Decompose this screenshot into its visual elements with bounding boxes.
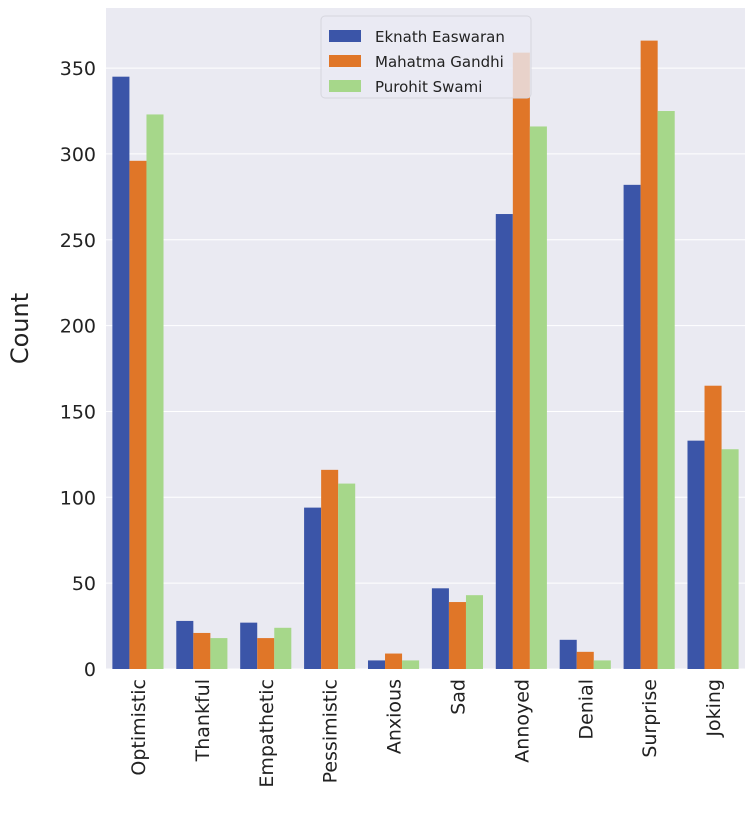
x-tick-label: Empathetic (256, 679, 278, 788)
bar-anxious-eknath-easwaran (367, 660, 386, 669)
x-tick-label: Anxious (384, 679, 406, 754)
x-tick-label: Thankful (192, 679, 214, 762)
x-tick-label: Joking (703, 679, 725, 738)
bar-anxious-purohit-swami (402, 660, 420, 669)
legend-swatch (329, 80, 361, 92)
legend-label: Purohit Swami (375, 78, 482, 96)
legend-swatch (329, 55, 361, 67)
bar-sad-purohit-swami (465, 595, 484, 669)
x-tick-label: Optimistic (128, 679, 150, 776)
bar-surprise-eknath-easwaran (623, 184, 641, 669)
bar-annoyed-mahatma-gandhi (512, 52, 530, 669)
bar-optimistic-purohit-swami (146, 114, 164, 669)
legend-label: Mahatma Gandhi (375, 53, 504, 71)
bar-joking-purohit-swami (721, 449, 739, 669)
bar-denial-eknath-easwaran (559, 639, 577, 669)
bar-empathetic-mahatma-gandhi (257, 638, 275, 669)
bar-anxious-mahatma-gandhi (385, 653, 403, 669)
bar-pessimistic-purohit-swami (338, 483, 356, 669)
legend: Eknath Easwaran Mahatma Gandhi Purohit Swa… (320, 15, 532, 99)
bar-optimistic-mahatma-gandhi (129, 160, 147, 669)
bars (112, 40, 739, 670)
bar-denial-purohit-swami (593, 660, 611, 669)
bar-joking-mahatma-gandhi (704, 385, 722, 669)
y-axis-title: Count (6, 293, 34, 364)
bar-sad-mahatma-gandhi (448, 602, 466, 669)
x-tick-label: Surprise (639, 679, 661, 758)
bar-denial-mahatma-gandhi (576, 651, 594, 669)
y-tick-label: 150 (60, 401, 96, 423)
x-tick-label: Annoyed (511, 679, 533, 763)
legend-box (320, 15, 532, 99)
bar-sad-eknath-easwaran (431, 588, 449, 669)
bar-thankful-eknath-easwaran (176, 620, 194, 669)
x-tick-label: Sad (447, 679, 469, 715)
y-tick-label: 100 (60, 487, 96, 509)
bar-thankful-mahatma-gandhi (193, 632, 211, 669)
x-tick-label: Pessimistic (320, 679, 342, 783)
bar-empathetic-eknath-easwaran (240, 622, 258, 669)
bar-thankful-purohit-swami (210, 638, 228, 669)
bar-empathetic-purohit-swami (274, 627, 292, 669)
bar-pessimistic-mahatma-gandhi (321, 469, 339, 669)
bar-annoyed-purohit-swami (529, 126, 547, 669)
x-axis-ticks: Optimistic Thankful Empathetic Pessimistic A… (128, 679, 725, 788)
bar-surprise-mahatma-gandhi (640, 40, 658, 669)
y-tick-label: 50 (72, 573, 96, 595)
y-tick-label: 350 (60, 58, 96, 80)
legend-label: Eknath Easwaran (375, 28, 505, 46)
legend-swatch (329, 30, 361, 42)
bar-surprise-purohit-swami (657, 111, 675, 669)
bar-joking-eknath-easwaran (687, 440, 705, 669)
bar-optimistic-eknath-easwaran (112, 76, 130, 670)
y-tick-label: 0 (84, 659, 96, 681)
x-tick-label: Denial (575, 679, 597, 740)
bar-pessimistic-eknath-easwaran (304, 507, 322, 669)
y-tick-label: 250 (60, 230, 96, 252)
y-tick-label: 300 (60, 144, 96, 166)
bar-annoyed-eknath-easwaran (495, 214, 513, 669)
y-axis-ticks: 0 50 100 150 200 250 300 350 (60, 58, 96, 681)
y-tick-label: 200 (60, 316, 96, 338)
